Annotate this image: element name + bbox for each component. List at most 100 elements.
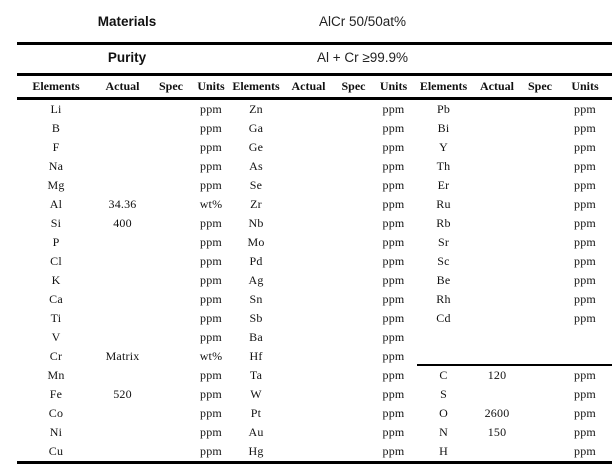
element-cell: N	[439, 425, 448, 439]
units-cell: ppm	[382, 425, 405, 439]
units-cell: ppm	[200, 444, 222, 458]
spec-cell	[335, 157, 372, 176]
actual-cell	[282, 309, 335, 328]
spec-cell	[335, 271, 372, 290]
units-cell: ppm	[574, 197, 596, 211]
column-header-spec: Spec	[528, 79, 552, 93]
units-cell: ppm	[382, 311, 405, 325]
units-cell: ppm	[382, 102, 405, 116]
spec-cell	[335, 309, 372, 328]
units-cell: ppm	[382, 216, 405, 230]
units-cell: ppm	[574, 178, 596, 192]
actual-cell: 2600	[484, 406, 510, 420]
actual-cell	[472, 385, 522, 404]
spec-cell	[522, 119, 558, 138]
spec-cell	[522, 252, 558, 271]
actual-cell	[95, 366, 150, 385]
spec-cell	[150, 309, 192, 328]
element-cell: Er	[437, 178, 450, 192]
element-cell: Pd	[249, 254, 263, 268]
element-cell: Si	[50, 216, 62, 230]
units-cell: ppm	[382, 178, 405, 192]
actual-cell	[282, 195, 335, 214]
spec-cell	[335, 328, 372, 347]
actual-cell	[472, 100, 522, 119]
element-cell: Zr	[250, 197, 262, 211]
element-cell: Mg	[47, 178, 65, 192]
units-cell: ppm	[200, 425, 222, 439]
element-cell: Pb	[436, 102, 451, 116]
actual-cell: 34.36	[108, 197, 137, 211]
actual-cell	[282, 404, 335, 423]
element-cell: Pt	[250, 406, 262, 420]
units-cell: ppm	[200, 254, 222, 268]
element-cell: Hf	[249, 349, 263, 363]
spec-cell	[522, 176, 558, 195]
actual-cell	[472, 271, 522, 290]
spec-cell	[522, 366, 558, 385]
spec-cell	[522, 157, 558, 176]
actual-cell	[95, 252, 150, 271]
actual-cell	[282, 214, 335, 233]
units-cell: ppm	[382, 444, 405, 458]
element-cell: Ti	[50, 311, 62, 325]
units-cell	[558, 328, 612, 347]
units-cell: ppm	[200, 406, 222, 420]
actual-cell	[472, 233, 522, 252]
spec-cell	[150, 442, 192, 461]
units-cell: ppm	[574, 235, 596, 249]
column-header-units: Units	[379, 79, 408, 93]
element-cell: Cr	[49, 349, 63, 363]
spec-cell	[522, 423, 558, 442]
actual-cell	[95, 423, 150, 442]
actual-cell	[472, 309, 522, 328]
actual-cell	[282, 347, 335, 366]
element-cell: Sn	[249, 292, 263, 306]
units-cell: ppm	[382, 159, 405, 173]
spec-cell	[522, 214, 558, 233]
units-cell: ppm	[382, 235, 405, 249]
actual-cell	[95, 404, 150, 423]
actual-cell	[95, 233, 150, 252]
actual-cell	[95, 328, 150, 347]
actual-cell	[472, 252, 522, 271]
units-cell: ppm	[574, 444, 596, 458]
actual-cell	[282, 252, 335, 271]
column-header-elements: Elements	[419, 79, 468, 93]
actual-cell	[95, 271, 150, 290]
purity-label: Purity	[107, 50, 147, 65]
element-cell: Be	[436, 273, 451, 287]
units-cell: ppm	[574, 254, 596, 268]
column-header-units: Units	[197, 79, 225, 93]
element-cell: Na	[48, 159, 64, 173]
spec-cell	[150, 404, 192, 423]
units-cell: ppm	[382, 368, 405, 382]
units-cell: ppm	[382, 330, 405, 344]
actual-cell	[282, 271, 335, 290]
element-cell: S	[440, 387, 447, 401]
spec-cell	[150, 233, 192, 252]
spec-cell	[522, 195, 558, 214]
element-cell: Ga	[248, 121, 264, 135]
units-cell: ppm	[200, 273, 222, 287]
element-cell: Sb	[249, 311, 263, 325]
actual-cell	[282, 176, 335, 195]
actual-cell	[95, 442, 150, 461]
spec-cell	[335, 404, 372, 423]
spec-cell	[335, 442, 372, 461]
actual-cell	[472, 119, 522, 138]
spec-cell	[335, 119, 372, 138]
units-cell: ppm	[574, 406, 596, 420]
spec-cell	[522, 233, 558, 252]
spec-cell	[522, 309, 558, 328]
actual-cell	[282, 290, 335, 309]
element-cell: Ca	[49, 292, 63, 306]
rule-below-materials	[17, 42, 612, 45]
units-cell: ppm	[574, 216, 596, 230]
element-cell: Li	[50, 102, 62, 116]
units-cell: ppm	[574, 425, 596, 439]
column-header-units: Units	[571, 79, 599, 93]
spec-cell	[335, 366, 372, 385]
units-cell: ppm	[574, 121, 596, 135]
